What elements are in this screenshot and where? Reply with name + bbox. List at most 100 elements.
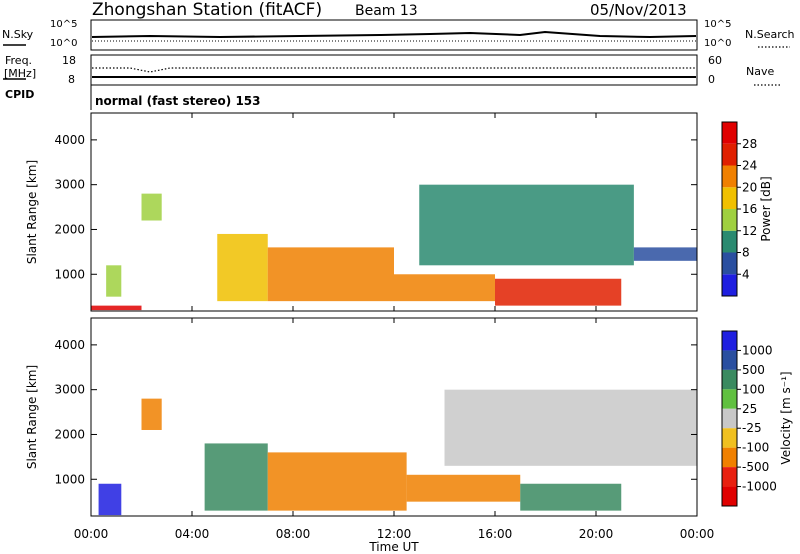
- power-panel: 1000 2000 3000 4000 Slant Range [km]: [25, 112, 698, 312]
- noise-right-tick-top: 10^5: [704, 19, 731, 30]
- velocity-colorbar-label: Velocity [m s⁻¹]: [779, 371, 793, 464]
- velocity-region: [267, 452, 407, 511]
- colorbar-cell: [722, 165, 737, 188]
- colorbar-cell: [722, 187, 737, 209]
- colorbar-cell: [722, 230, 737, 253]
- colorbar-cell: [722, 122, 737, 144]
- y-tick-label: 1000: [54, 472, 85, 486]
- power-colorbar: 4 8 12 16 20 24 28 Power [dB]: [721, 121, 773, 297]
- power-region: [91, 305, 142, 311]
- power-y-ticks: 1000 2000 3000 4000: [54, 133, 697, 281]
- power-region: [495, 278, 622, 306]
- colorbar-tick-label: -100: [742, 441, 769, 455]
- colorbar-cell: [722, 428, 737, 448]
- velocity-region: [520, 483, 622, 511]
- velocity-data: [98, 389, 697, 516]
- velocity-colorbar-frame: [721, 330, 738, 507]
- colorbar-cell: [722, 350, 737, 370]
- colorbar-tick-label: -25: [742, 421, 762, 435]
- colorbar-tick-label: 12: [742, 224, 757, 238]
- colorbar-cell: [722, 143, 737, 166]
- colorbar-tick-label: 24: [742, 159, 757, 173]
- velocity-region: [444, 389, 697, 466]
- velocity-panel: 1000 2000 3000 4000 Slant Range [km]: [25, 317, 698, 517]
- time-tick-label: 04:00: [175, 527, 210, 541]
- noise-right-label: N.Search: [745, 28, 795, 41]
- power-region: [267, 247, 394, 302]
- noise-sky-line: [91, 30, 697, 39]
- noise-panel-frame: [90, 19, 698, 51]
- colorbar-cell: [722, 389, 737, 409]
- time-axis-label: Time UT: [368, 540, 419, 554]
- power-colorbar-ticks: 4 8 12 16 20 24 28: [737, 137, 757, 281]
- chart-title: Zhongshan Station (fitACF): [92, 0, 322, 20]
- time-tick-label: 16:00: [478, 527, 513, 541]
- power-region: [106, 265, 122, 297]
- colorbar-tick-label: 20: [742, 180, 757, 194]
- colorbar-cell: [722, 447, 737, 468]
- freq-tick-bottom: 8: [68, 73, 75, 86]
- velocity-region: [406, 474, 521, 502]
- y-tick-label: 1000: [54, 267, 85, 281]
- power-region: [217, 233, 268, 302]
- colorbar-cell: [722, 408, 737, 429]
- power-colorbar-label: Power [dB]: [759, 176, 773, 241]
- time-tick-label: 00:00: [74, 527, 109, 541]
- noise-left-tick-bottom: 10^0: [50, 38, 77, 49]
- freq-label-1: Freq.: [5, 54, 32, 67]
- y-tick-label: 4000: [54, 338, 85, 352]
- colorbar-tick-label: 25: [742, 402, 757, 416]
- velocity-colorbar: 1000 500 100 25 -25 -100 -500 -1000 Velocity [m…: [721, 330, 793, 507]
- power-region: [419, 184, 634, 266]
- colorbar-tick-label: 8: [742, 246, 750, 260]
- time-tick-label: 20:00: [579, 527, 614, 541]
- cpid-text: normal (fast stereo) 153: [95, 94, 261, 108]
- power-region: [394, 274, 495, 302]
- freq-label-2: [MHz]: [4, 67, 36, 80]
- nave-label: Nave: [746, 65, 774, 78]
- colorbar-tick-label: 100: [742, 382, 765, 396]
- colorbar-tick-label: 1000: [742, 343, 773, 357]
- colorbar-tick-label: 500: [742, 363, 765, 377]
- freq-tick-top: 18: [62, 54, 76, 67]
- noise-right-tick-bottom: 10^0: [704, 38, 731, 49]
- power-colorbar-cells: [722, 122, 737, 296]
- y-tick-label: 2000: [54, 222, 85, 236]
- nave-tick-top: 60: [708, 54, 722, 67]
- colorbar-cell: [722, 209, 737, 231]
- velocity-region: [204, 443, 268, 511]
- noise-left-tick-top: 10^5: [50, 19, 77, 30]
- nave-line: [92, 67, 696, 73]
- freq-panel-frame: [90, 54, 698, 86]
- cpid-label: CPID: [5, 88, 34, 101]
- colorbar-cell: [722, 274, 737, 296]
- colorbar-tick-label: 28: [742, 137, 757, 151]
- power-region: [633, 247, 697, 261]
- time-tick-label: 00:00: [680, 527, 715, 541]
- date-label: 05/Nov/2013: [590, 1, 687, 19]
- nave-tick-bottom: 0: [708, 73, 715, 86]
- colorbar-cell: [722, 467, 737, 487]
- colorbar-cell: [722, 252, 737, 275]
- velocity-region: [98, 483, 122, 516]
- velocity-colorbar-ticks: 1000 500 100 25 -25 -100 -500 -1000: [737, 343, 777, 494]
- velocity-y-label: Slant Range [km]: [25, 365, 39, 469]
- velocity-region: [141, 398, 162, 430]
- colorbar-tick-label: -500: [742, 460, 769, 474]
- velocity-colorbar-cells: [722, 331, 737, 506]
- power-data: [91, 184, 697, 311]
- noise-left-label: N.Sky: [2, 28, 34, 41]
- y-tick-label: 3000: [54, 383, 85, 397]
- y-tick-label: 3000: [54, 178, 85, 192]
- velocity-y-ticks: 1000 2000 3000 4000: [54, 338, 697, 486]
- power-region: [141, 193, 162, 221]
- beam-label: Beam 13: [355, 3, 418, 19]
- time-axis-ticks: 00:00 04:00 08:00 12:00 16:00 20:00 00:00: [74, 113, 715, 541]
- colorbar-cell: [722, 331, 737, 351]
- y-tick-label: 2000: [54, 427, 85, 441]
- y-tick-label: 4000: [54, 133, 85, 147]
- colorbar-cell: [722, 486, 737, 506]
- time-tick-label: 12:00: [377, 527, 412, 541]
- colorbar-tick-label: 4: [742, 267, 750, 281]
